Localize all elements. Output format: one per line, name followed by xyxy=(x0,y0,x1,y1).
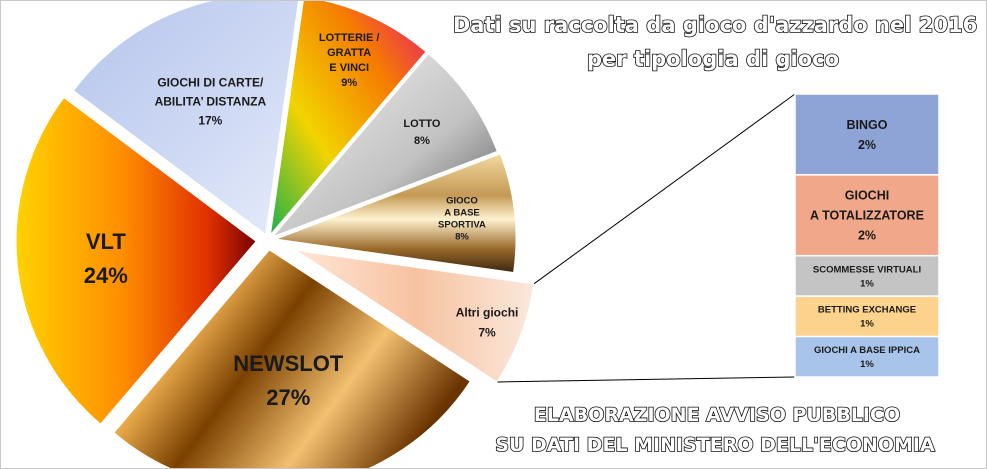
pie-label-text: LOTTO xyxy=(403,118,441,130)
breakdown-stacked-bar: BINGO 2% GIOCHI A TOTALIZZATORE 2% SCOMMESSE … xyxy=(794,93,940,378)
pie-slice-lotto xyxy=(272,53,498,238)
pie-slice-labels: LOTTERIE / GRATTA E VINCI 9%LOTTO 8%GIOCO A B… xyxy=(84,32,519,410)
pie-label-text: ABILITA’ DISTANZA xyxy=(155,95,267,109)
breakdown-connector-lines xyxy=(496,93,796,383)
bar-label-value: 2% xyxy=(858,138,876,152)
bar-label-giochi-a-totalizzatore: GIOCHI A TOTALIZZATORE 2% xyxy=(810,189,924,243)
pie-label-lotterie-gratta-e-vinci: LOTTERIE / GRATTA E VINCI 9% xyxy=(319,32,380,89)
bar-segment-giochi-a-base-ippica xyxy=(794,335,940,378)
bar-segment-bingo xyxy=(794,93,940,176)
pie-label-text: VLT xyxy=(86,229,126,254)
bar-label-text: BINGO xyxy=(847,118,888,132)
bar-label-bingo: BINGO 2% xyxy=(847,118,888,152)
bar-label-giochi-a-base-ippica: GIOCHI A BASE IPPICA 1% xyxy=(814,345,920,370)
pie-label-value: 7% xyxy=(478,326,496,340)
pie-label-text: LOTTERIE / xyxy=(319,32,380,44)
pie-label-text: GIOCHI DI CARTE/ xyxy=(157,76,264,90)
pie-label-newslot: NEWSLOT 27% xyxy=(233,351,344,410)
pie-label-text: A BASE xyxy=(444,208,480,219)
pie-slice-gioco-a-base-sportiva xyxy=(275,153,517,274)
pie-label-lotto: LOTTO 8% xyxy=(403,118,441,147)
chart-title-line-1: Dati su raccolta da gioco d'azzardo nel … xyxy=(453,13,977,37)
pie-slice-lotterie-gratta-e-vinci xyxy=(269,0,427,237)
bar-label-value: 1% xyxy=(860,319,874,330)
bar-label-text: A TOTALIZZATORE xyxy=(810,209,924,223)
bar-label-betting-exchange: BETTING EXCHANGE 1% xyxy=(818,305,916,330)
pie-label-value: 27% xyxy=(266,385,310,410)
pie-label-altri-giochi: Altri giochi 7% xyxy=(456,306,519,340)
credit-line-2: SU DATI DEL MINISTERO DELL'ECONOMIA xyxy=(495,434,935,456)
pie-label-gioco-a-base-sportiva: GIOCO A BASE SPORTIVA 8% xyxy=(438,196,486,243)
bar-segment-scommesse-virtuali xyxy=(794,254,940,297)
pie-slice-newslot xyxy=(113,249,471,469)
bar-segment-giochi-a-totalizzatore xyxy=(794,174,940,257)
chart-title-line-2: per tipologia di gioco xyxy=(587,47,839,71)
bar-label-text: GIOCHI A BASE IPPICA xyxy=(814,345,920,356)
pie-label-value: 24% xyxy=(84,263,128,288)
pie-label-value: 17% xyxy=(198,114,222,128)
connector-line-top xyxy=(533,93,796,285)
pie-label-value: 8% xyxy=(414,135,430,147)
bar-label-value: 2% xyxy=(858,229,876,243)
pie-label-text: GRATTA xyxy=(327,47,371,59)
bar-label-text: BETTING EXCHANGE xyxy=(818,305,916,316)
bar-label-value: 1% xyxy=(860,359,874,370)
bar-segment-betting-exchange xyxy=(794,295,940,338)
pie-slice-vlt xyxy=(15,96,257,425)
pie-label-text: SPORTIVA xyxy=(438,220,486,231)
pie-label-vlt: VLT 24% xyxy=(84,229,128,288)
pie-label-text: E VINCI xyxy=(329,62,369,74)
pie-slices xyxy=(15,0,535,469)
pie-label-text: NEWSLOT xyxy=(233,351,344,376)
pie-slice-altri-giochi xyxy=(295,250,535,383)
bar-label-text: SCOMMESSE VIRTUALI xyxy=(813,264,921,275)
credit-line-1: ELABORAZIONE AVVISO PUBBLICO xyxy=(534,404,900,426)
pie-label-giochi-di-carte-abilita-distanza: GIOCHI DI CARTE/ABILITA’ DISTANZA 17% xyxy=(155,76,267,128)
pie-label-text: Altri giochi xyxy=(456,306,519,320)
bar-label-value: 1% xyxy=(860,278,874,289)
connector-line-bottom xyxy=(496,376,796,383)
bar-label-text: GIOCHI xyxy=(845,189,889,203)
pie-label-value: 9% xyxy=(341,77,357,89)
pie-slice-giochi-di-carte-abilita-distanza xyxy=(72,0,300,236)
pie-label-value: 8% xyxy=(455,232,469,243)
bar-label-scommesse-virtuali: SCOMMESSE VIRTUALI 1% xyxy=(813,264,921,289)
pie-label-text: GIOCO xyxy=(446,196,478,207)
